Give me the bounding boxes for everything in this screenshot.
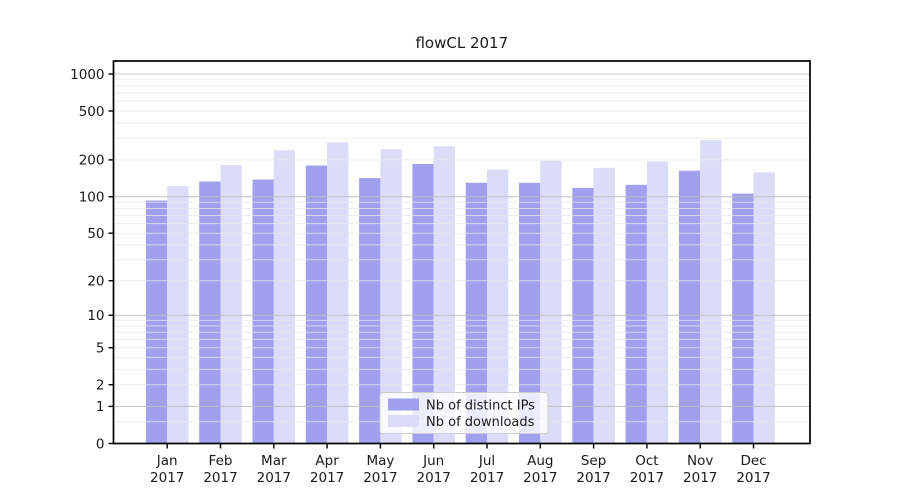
x-axis-tick-label-year: 2017	[470, 470, 504, 486]
x-axis-tick-label-year: 2017	[417, 470, 451, 486]
x-axis-tick-label-year: 2017	[363, 470, 397, 486]
y-axis-tick-label: 5	[96, 341, 105, 357]
bar-downloads-mar	[273, 150, 296, 444]
y-axis-tick-label: 200	[79, 153, 105, 169]
y-axis-tick-label: 1000	[70, 67, 104, 83]
axis-labels-layer: 01251020501002005001000Jan2017Feb2017Mar…	[70, 67, 771, 486]
y-axis-tick-label: 500	[79, 104, 105, 120]
axes-layer	[108, 60, 811, 449]
x-axis-tick-label-year: 2017	[523, 470, 557, 486]
bar-distinct-ips-feb	[199, 181, 221, 444]
legend-swatch-downloads	[388, 415, 419, 427]
x-axis-tick-label-month: May	[366, 453, 394, 469]
x-axis-tick-label-year: 2017	[257, 470, 291, 486]
x-axis-tick-label-month: Oct	[635, 453, 658, 469]
bar-downloads-oct	[646, 161, 669, 444]
bar-distinct-ips-may	[359, 178, 381, 444]
x-axis-tick-label-month: Mar	[261, 453, 287, 469]
x-axis-tick-label-month: Apr	[315, 453, 339, 469]
x-axis-tick-label-month: Dec	[740, 453, 766, 469]
bar-downloads-feb	[220, 164, 242, 444]
x-axis-tick-label-month: Jun	[422, 453, 444, 469]
bar-downloads-nov	[700, 140, 722, 444]
y-axis-tick-label: 0	[96, 436, 105, 452]
x-axis-tick-label-year: 2017	[736, 470, 770, 486]
bar-distinct-ips-apr	[305, 165, 328, 444]
legend-label-distinct-ips: Nb of distinct IPs	[426, 399, 535, 414]
bar-distinct-ips-jun	[412, 164, 434, 444]
x-axis-tick-label-year: 2017	[630, 470, 664, 486]
bar-downloads-sep	[593, 167, 615, 444]
chart-title: flowCL 2017	[415, 34, 508, 52]
bar-distinct-ips-jan	[145, 200, 168, 444]
y-axis-tick-label: 2	[96, 378, 105, 394]
bar-distinct-ips-aug	[519, 182, 541, 444]
bar-downloads-jul	[487, 169, 509, 444]
x-axis-tick-label-year: 2017	[150, 470, 184, 486]
x-axis-tick-label-month: Jan	[156, 453, 178, 469]
x-axis-tick-label-year: 2017	[310, 470, 344, 486]
bar-distinct-ips-nov	[678, 170, 701, 444]
x-axis-tick-label-year: 2017	[203, 470, 237, 486]
bar-downloads-dec	[753, 172, 775, 444]
y-axis-tick-label: 20	[87, 274, 104, 290]
bar-distinct-ips-dec	[732, 193, 754, 444]
x-axis-tick-label-year: 2017	[576, 470, 610, 486]
y-axis-tick-label: 1	[96, 399, 105, 415]
y-axis-tick-label: 50	[87, 226, 104, 242]
legend-label-downloads: Nb of downloads	[426, 415, 535, 430]
bar-distinct-ips-mar	[252, 179, 274, 444]
gridlines-layer	[113, 73, 810, 423]
x-axis-tick-label-month: Aug	[527, 453, 553, 469]
x-axis-tick-label-month: Nov	[687, 453, 713, 469]
legend-swatch-distinct-ips	[388, 398, 419, 411]
y-axis-tick-label: 100	[79, 190, 105, 206]
x-axis-tick-label-year: 2017	[683, 470, 717, 486]
legend-box	[379, 392, 549, 434]
bar-downloads-apr	[327, 142, 349, 444]
x-axis-tick-label-month: Jul	[478, 453, 495, 469]
x-axis-tick-label-month: Feb	[209, 453, 233, 469]
bar-distinct-ips-oct	[625, 184, 647, 444]
x-axis-tick-label-month: Sep	[581, 453, 606, 469]
y-axis-tick-label: 10	[87, 308, 104, 324]
plot-border	[112, 60, 811, 445]
bar-downloads-aug	[540, 160, 562, 444]
bar-distinct-ips-jul	[465, 182, 487, 444]
